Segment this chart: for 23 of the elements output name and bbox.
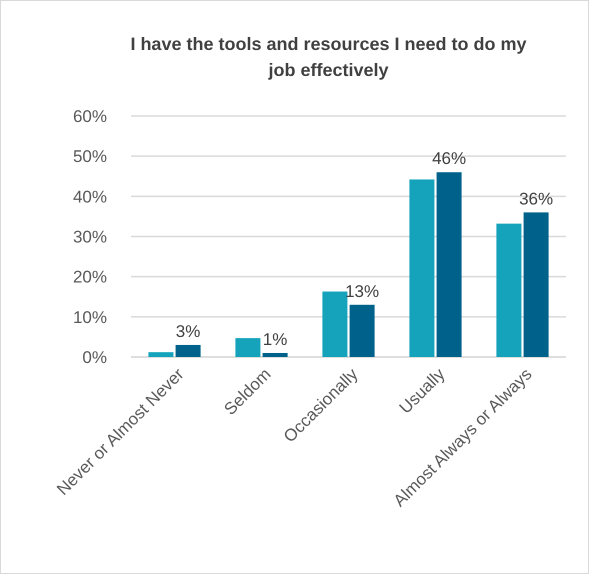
data-label: 46% (432, 149, 466, 168)
y-tick-label: 30% (72, 227, 107, 246)
y-tick-label: 40% (72, 187, 107, 206)
bar (235, 338, 260, 357)
y-tick-label: 60% (72, 106, 107, 126)
y-tick-label: 50% (72, 147, 107, 166)
data-label: 1% (262, 330, 288, 349)
y-tick-label: 20% (72, 268, 107, 287)
bar (496, 224, 522, 357)
data-label: 3% (176, 322, 200, 341)
bar (436, 172, 462, 357)
y-tick-label: 0% (82, 348, 107, 367)
y-tick-label: 10% (72, 308, 107, 327)
data-label: 13% (345, 282, 380, 301)
data-label: 36% (519, 189, 554, 208)
bar (350, 304, 375, 357)
chart-title: I have the tools and resources I need to do my job effectively (130, 34, 527, 80)
bar (176, 344, 201, 357)
bar (322, 292, 348, 357)
bar (148, 352, 174, 357)
bar (262, 352, 288, 357)
bar (409, 179, 434, 357)
bar (524, 212, 549, 357)
